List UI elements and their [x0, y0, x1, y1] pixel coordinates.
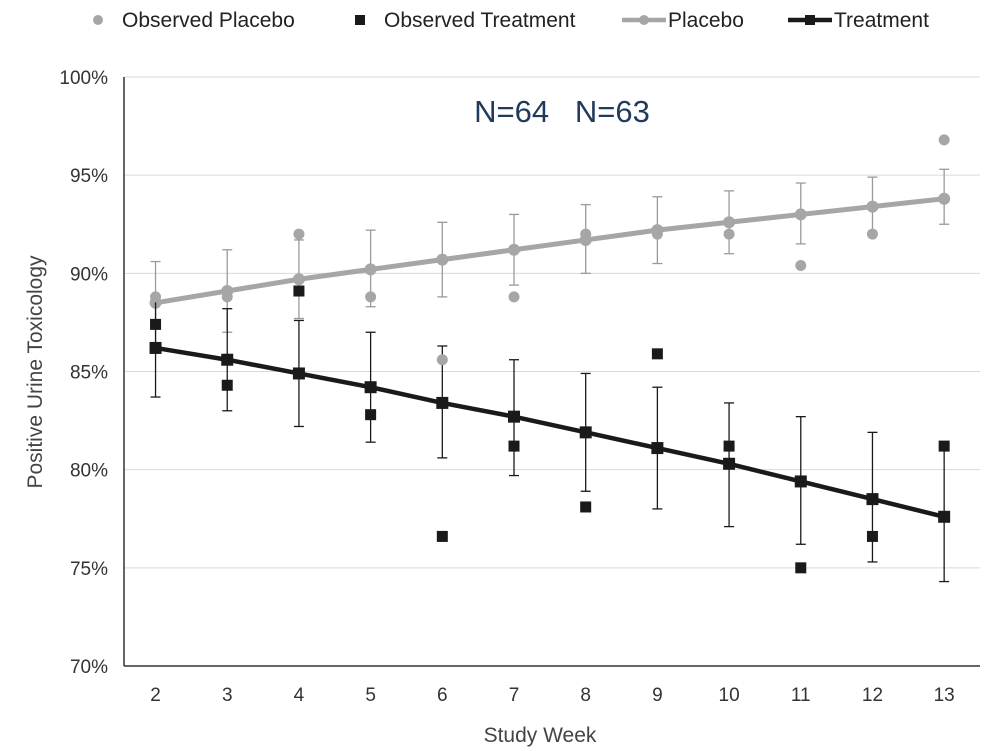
y-tick-label-70-: 70% — [70, 657, 108, 678]
error-bars-placebo — [150, 168, 950, 349]
x-tick-label-7: 7 — [509, 685, 520, 706]
legend-item-observed-treatment: Observed Treatment — [355, 9, 576, 32]
point-observed-placebo-week-4 — [293, 228, 305, 240]
point-observed-treatment-week-10 — [723, 440, 735, 452]
point-treatment-week-11 — [794, 475, 807, 488]
sample-size-annotation: N=64 N=63 — [474, 94, 650, 129]
point-treatment-week-8 — [579, 426, 592, 439]
point-observed-treatment-week-11 — [795, 562, 807, 574]
markers-treatment — [149, 341, 951, 523]
y-tick-label-85-: 85% — [70, 363, 108, 384]
axes — [123, 77, 980, 667]
point-placebo-week-13 — [938, 192, 951, 205]
point-placebo-week-7 — [508, 243, 521, 256]
point-placebo-week-6 — [436, 253, 449, 266]
point-observed-treatment-week-13 — [938, 440, 950, 452]
x-tick-labels: 2 3 4 5 6 7 8 9 10 11 12 13 — [150, 685, 954, 706]
point-treatment-week-3 — [221, 353, 234, 366]
point-observed-placebo-week-8 — [580, 228, 592, 240]
legend-marker-observed-treatment — [355, 15, 365, 25]
point-observed-placebo-week-5 — [365, 291, 377, 303]
series-observed-treatment — [150, 285, 950, 574]
point-observed-treatment-week-2 — [150, 318, 162, 330]
series-placebo — [149, 168, 951, 349]
point-treatment-week-10 — [723, 457, 736, 470]
line-placebo — [155, 196, 945, 306]
point-observed-placebo-week-7 — [508, 291, 520, 303]
legend-item-observed-placebo: Observed Placebo — [93, 9, 295, 32]
point-observed-treatment-week-4 — [293, 285, 305, 297]
y-tick-labels: 70% 75% 80% 85% 90% 95% 100% — [59, 68, 108, 678]
point-observed-placebo-week-10 — [723, 228, 735, 240]
point-observed-treatment-week-12 — [866, 530, 878, 542]
x-tick-label-5: 5 — [365, 685, 376, 706]
series-observed-placebo — [150, 134, 950, 366]
point-observed-placebo-week-12 — [866, 228, 878, 240]
point-placebo-week-4 — [292, 273, 305, 286]
x-tick-label-13: 13 — [934, 685, 955, 706]
point-treatment-week-2 — [149, 341, 162, 354]
error-bars-treatment — [150, 296, 950, 583]
legend-marker-treatment — [805, 15, 815, 25]
legend-label-observed-treatment: Observed Treatment — [384, 9, 576, 32]
x-tick-label-10: 10 — [719, 685, 740, 706]
point-treatment-week-7 — [508, 410, 521, 423]
point-observed-placebo-week-3 — [221, 291, 233, 303]
point-observed-treatment-week-9 — [651, 348, 663, 360]
point-observed-treatment-week-7 — [508, 440, 520, 452]
point-observed-treatment-week-5 — [365, 409, 377, 421]
point-treatment-week-6 — [436, 396, 449, 409]
point-placebo-week-5 — [364, 263, 377, 276]
point-placebo-week-11 — [794, 208, 807, 221]
legend-item-placebo: Placebo — [622, 9, 744, 32]
point-observed-treatment-week-8 — [580, 501, 592, 513]
legend-label-observed-placebo: Observed Placebo — [122, 9, 295, 32]
point-placebo-week-12 — [866, 200, 879, 213]
line-treatment — [155, 345, 945, 519]
x-axis-title: Study Week — [484, 724, 597, 747]
y-tick-label-95-: 95% — [70, 166, 108, 187]
point-observed-placebo-week-13 — [938, 134, 950, 146]
point-observed-placebo-week-6 — [436, 354, 448, 366]
x-tick-label-12: 12 — [862, 685, 883, 706]
point-treatment-week-9 — [651, 442, 664, 455]
x-tick-label-9: 9 — [652, 685, 663, 706]
point-observed-placebo-week-2 — [150, 291, 162, 303]
x-tick-label-6: 6 — [437, 685, 448, 706]
x-tick-label-3: 3 — [222, 685, 233, 706]
legend-marker-observed-placebo — [93, 15, 103, 25]
legend-label-treatment: Treatment — [834, 9, 929, 32]
y-tick-label-80-: 80% — [70, 461, 108, 482]
x-tick-label-4: 4 — [294, 685, 305, 706]
y-tick-label-90-: 90% — [70, 264, 108, 285]
y-axis-title: Positive Urine Toxicology — [24, 255, 47, 489]
gridlines — [124, 76, 980, 569]
legend-item-treatment: Treatment — [788, 9, 929, 32]
point-treatment-week-13 — [938, 510, 951, 523]
point-observed-treatment-week-6 — [436, 530, 448, 542]
point-observed-treatment-week-3 — [221, 379, 233, 391]
series-layer — [149, 134, 951, 583]
point-treatment-week-5 — [364, 381, 377, 394]
point-observed-placebo-week-9 — [651, 228, 663, 240]
series-treatment — [149, 296, 951, 583]
x-tick-label-2: 2 — [150, 685, 161, 706]
point-treatment-week-12 — [866, 493, 879, 506]
y-tick-label-75-: 75% — [70, 559, 108, 580]
point-observed-placebo-week-11 — [795, 259, 807, 271]
x-tick-label-8: 8 — [580, 685, 591, 706]
x-tick-label-11: 11 — [791, 685, 811, 706]
y-tick-label-100-: 100% — [59, 68, 108, 89]
legend-marker-placebo — [639, 15, 649, 25]
point-placebo-week-10 — [723, 216, 736, 229]
point-treatment-week-4 — [292, 367, 305, 380]
legend-label-placebo: Placebo — [668, 9, 744, 32]
legend: Observed Placebo Observed Treatment Placeb… — [93, 9, 929, 32]
